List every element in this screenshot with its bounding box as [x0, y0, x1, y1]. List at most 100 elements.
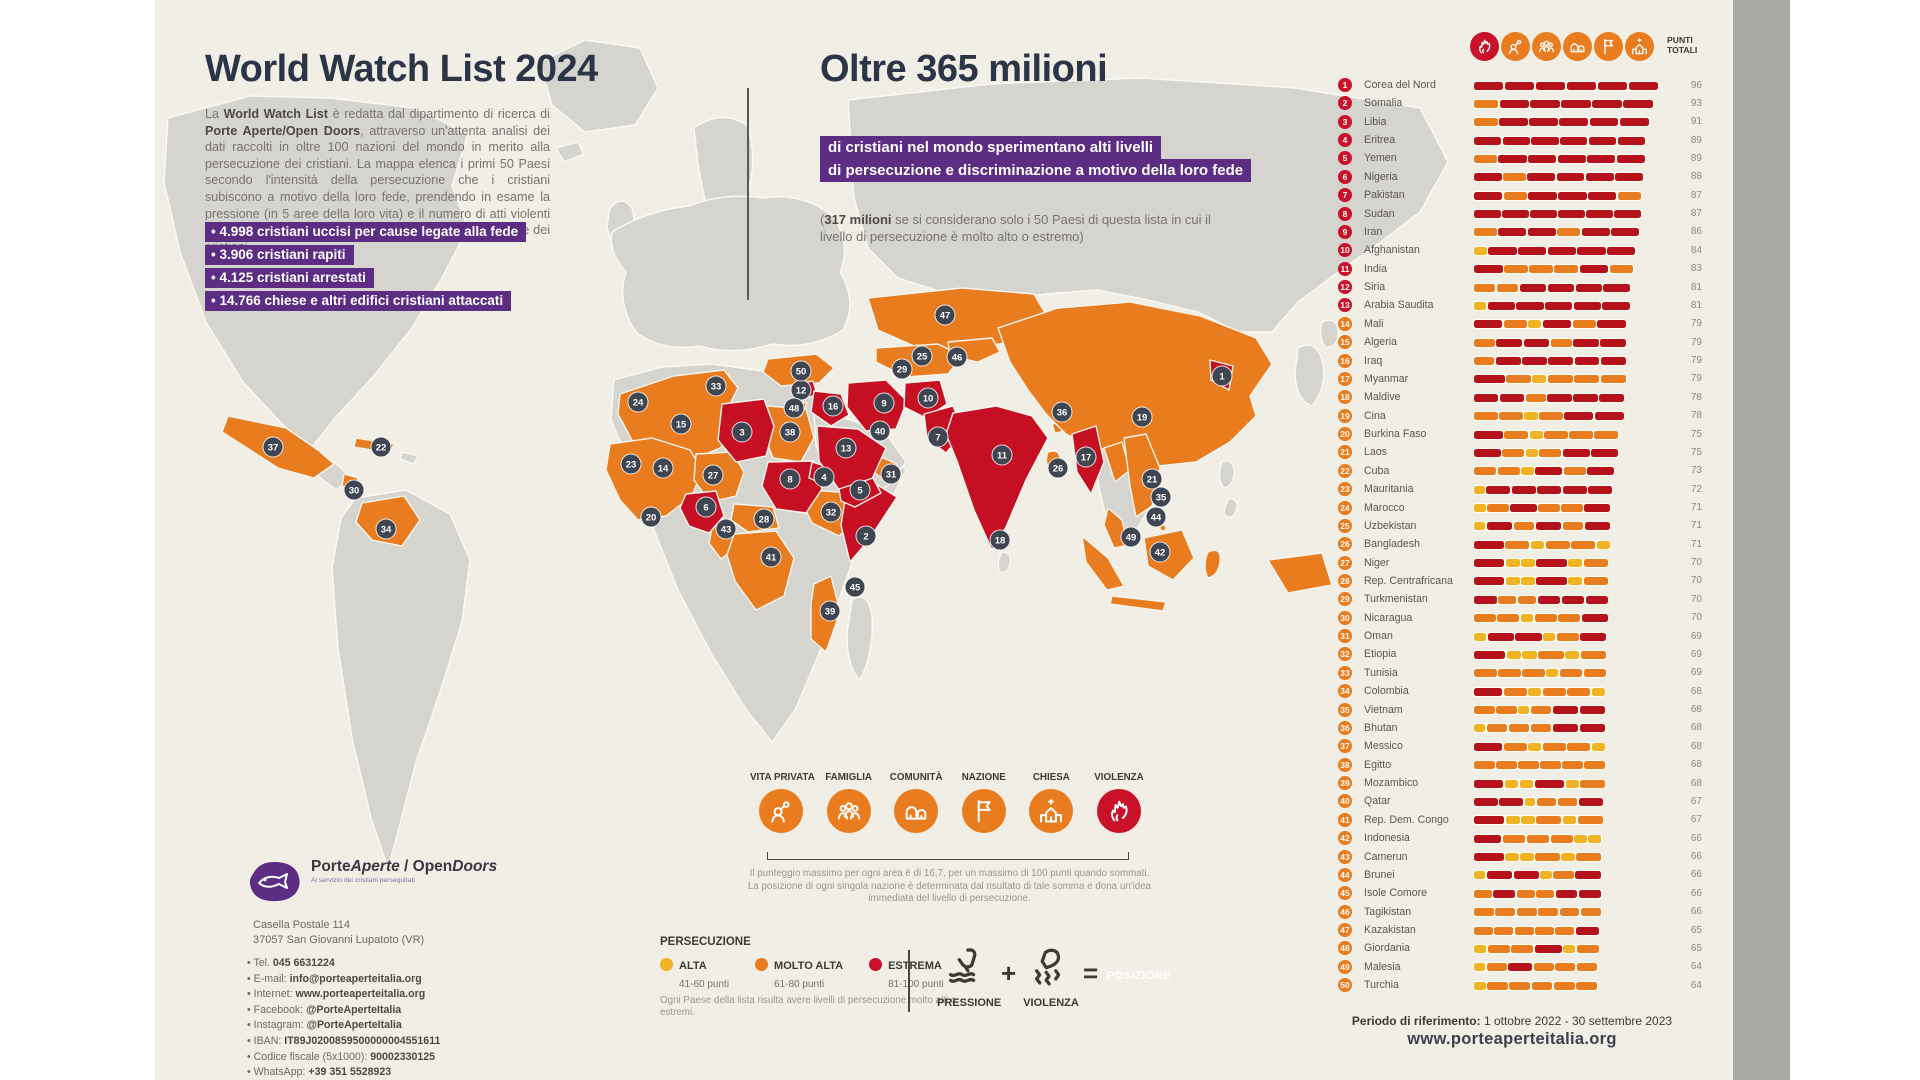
score-bar-segment — [1474, 246, 1487, 255]
ranking-row: 16 Iraq 79 — [1338, 353, 1718, 371]
score-bar — [1473, 135, 1646, 146]
score-bar-segment — [1522, 650, 1537, 659]
area-label: VIOLENZA — [1094, 772, 1144, 783]
comunita-column-icon — [1563, 32, 1592, 61]
rank-badge: 45 — [1338, 886, 1352, 901]
score-bar-segment — [1529, 118, 1558, 127]
total-points: 66 — [1690, 887, 1702, 899]
contact-item: • IBAN: IT89J0200859500000004551611 — [247, 1034, 441, 1047]
ranking-row: 2 Somalia 93 — [1338, 95, 1718, 113]
score-bar-segment — [1600, 357, 1626, 366]
score-bar-segment — [1561, 853, 1575, 862]
level-dot — [660, 958, 673, 971]
score-bar-segment — [1534, 944, 1562, 953]
total-points: 87 — [1690, 208, 1702, 220]
map-badge-13: 13 — [835, 437, 857, 459]
ranking-row: 38 Egitto 68 — [1338, 757, 1718, 775]
country-name: Rep. Dem. Congo — [1364, 813, 1449, 826]
country-name: Algeria — [1364, 336, 1397, 349]
violenza-icon — [1096, 789, 1141, 833]
score-bar-segment — [1533, 963, 1554, 972]
svg-text:29: 29 — [897, 364, 908, 375]
score-bar-segment — [1589, 118, 1619, 127]
score-bar — [1473, 631, 1608, 642]
svg-text:10: 10 — [923, 393, 934, 404]
score-bar-segment — [1474, 889, 1492, 898]
score-bar-segment — [1556, 173, 1585, 182]
plus-operator: + — [1001, 958, 1017, 988]
score-bar-segment — [1496, 338, 1522, 347]
org-name-part: Aperte — [350, 858, 400, 875]
contact-item: • Tel. 045 6631224 — [247, 957, 335, 969]
total-points: 83 — [1690, 263, 1702, 275]
score-bar-segment — [1520, 853, 1534, 862]
text-run: La — [205, 107, 224, 121]
rank-badge: 1 — [1338, 78, 1352, 92]
score-bar-segment — [1577, 246, 1606, 255]
ranking-row: 30 Nicaragua 70 — [1338, 610, 1718, 628]
map-badge-33: 33 — [705, 375, 727, 397]
rank-badge: 50 — [1338, 978, 1352, 993]
score-bar — [1473, 484, 1614, 495]
svg-text:7: 7 — [935, 432, 940, 443]
score-bar-segment — [1559, 669, 1583, 678]
score-bar — [1473, 852, 1602, 863]
stat-highlight: • 4.125 cristiani arrestati — [205, 268, 374, 288]
stats-list: • 4.998 cristiani uccisi per cause legat… — [205, 222, 527, 314]
country-name: Vietnam — [1364, 703, 1403, 716]
score-bar-segment — [1503, 191, 1527, 200]
score-bar — [1473, 539, 1612, 550]
map-badge-40: 40 — [869, 420, 891, 442]
persecution-levels: ALTA 41-60 punti MOLTO ALTA 61-80 punti ES… — [660, 956, 944, 992]
svg-text:39: 39 — [825, 606, 836, 617]
score-bar-segment — [1585, 173, 1614, 182]
equals-operator: = — [1083, 958, 1099, 988]
ranking-row: 10 Afghanistan 84 — [1338, 242, 1718, 260]
score-bar-segment — [1597, 81, 1628, 90]
map-badge-35: 35 — [1150, 486, 1172, 508]
score-bar — [1473, 209, 1643, 220]
score-bar-segment — [1499, 118, 1528, 127]
country-name: Iran — [1364, 225, 1383, 238]
score-bar-segment — [1546, 669, 1559, 678]
ranking-row: 19 Cina 78 — [1338, 408, 1718, 426]
score-bar-segment — [1586, 210, 1613, 219]
score-bar-segment — [1594, 430, 1618, 439]
score-bar — [1473, 117, 1650, 128]
areas-caption: Il punteggio massimo per ogni area è di … — [747, 868, 1152, 904]
svg-text:17: 17 — [1081, 452, 1092, 463]
score-bar-segment — [1580, 908, 1601, 917]
ranking-row: 25 Uzbekistan 71 — [1338, 518, 1718, 536]
total-points: 68 — [1690, 704, 1702, 716]
score-bar-segment — [1498, 595, 1517, 604]
headline-subtitle-line: di persecuzione e discriminazione a moti… — [820, 159, 1252, 182]
score-bar-segment — [1568, 559, 1583, 568]
score-bar-segment — [1534, 614, 1557, 623]
total-points: 70 — [1690, 593, 1702, 605]
country-name: Corea del Nord — [1364, 79, 1436, 91]
score-bar-segment — [1563, 467, 1586, 476]
score-bar-segment — [1611, 228, 1640, 237]
score-bar-segment — [1523, 338, 1550, 347]
score-bar-segment — [1559, 118, 1589, 127]
ranking-row: 35 Vietnam 68 — [1338, 702, 1718, 720]
score-bar-segment — [1592, 99, 1622, 108]
total-points: 70 — [1690, 612, 1702, 624]
score-bar-segment — [1560, 136, 1588, 145]
ranking-row: 8 Sudan 87 — [1338, 206, 1718, 224]
score-bar-segment — [1567, 687, 1591, 696]
score-bar — [1473, 245, 1637, 256]
score-bar-segment — [1578, 797, 1603, 806]
area-label: COMUNITÀ — [889, 772, 943, 783]
score-bar-segment — [1579, 265, 1609, 274]
score-bar-segment — [1474, 283, 1496, 292]
score-bar — [1473, 815, 1604, 826]
total-points: 65 — [1690, 942, 1702, 954]
svg-text:46: 46 — [952, 352, 963, 363]
total-points: 67 — [1690, 814, 1702, 826]
total-points: 68 — [1690, 759, 1702, 771]
total-points: 71 — [1690, 538, 1702, 550]
score-bar-segment — [1574, 834, 1587, 843]
